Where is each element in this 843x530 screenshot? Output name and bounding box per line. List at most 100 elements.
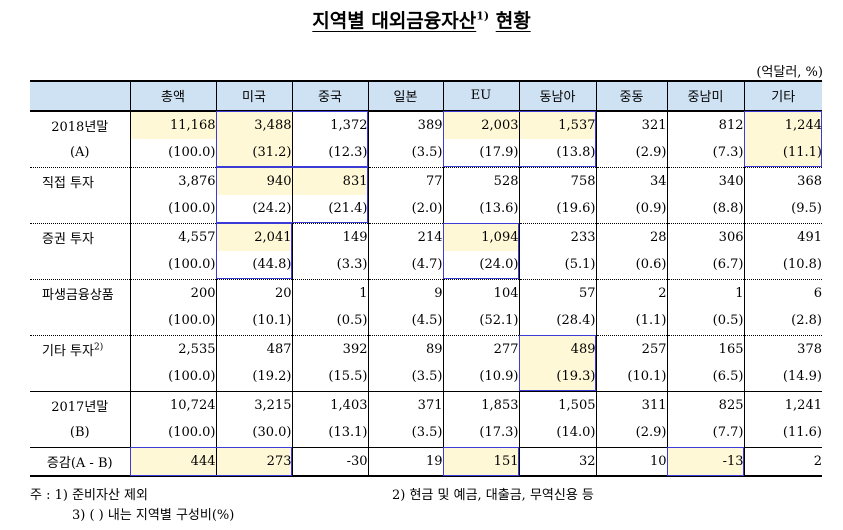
table-cell: -30 — [291, 446, 368, 477]
row-label-text: 파생금융상품 — [42, 287, 114, 303]
row-label-text: 직접 투자 — [42, 175, 94, 191]
header-corner — [30, 80, 130, 112]
table-cell: 1,505 — [518, 390, 596, 419]
footnote-3: 3) ( ) 내는 지역별 구성비(%) — [72, 508, 235, 523]
table-cell: (14.9) — [743, 363, 822, 391]
table-cell: 20 — [215, 278, 292, 307]
table-cell: 257 — [595, 334, 667, 363]
table-title: 지역별 대외금융자산1) 현황 — [0, 6, 843, 33]
table-cell: 34 — [595, 166, 667, 195]
table-cell: 758 — [518, 166, 596, 195]
table-cell: 273 — [215, 446, 292, 477]
column-header: EU — [442, 80, 519, 112]
table-cell: 3,488 — [215, 110, 292, 139]
table-cell: (3.5) — [367, 363, 443, 391]
table-cell: (0.9) — [595, 195, 667, 223]
table-row: (100.0) (24.2) (21.4) (2.0) (13.6) (19.6) (0.9… — [30, 195, 822, 223]
table-row: 직접 투자 3,876 940 831 77 528 758 34 340 368 — [30, 166, 822, 195]
table-cell: 11,168 — [129, 110, 216, 139]
table-cell: (2.0) — [367, 195, 443, 223]
table-cell: (10.8) — [743, 251, 822, 279]
table-cell: (2.9) — [595, 139, 667, 167]
column-header: 중남미 — [666, 80, 744, 112]
table-cell: (24.0) — [442, 251, 519, 279]
table-cell: (31.2) — [215, 139, 292, 167]
table-cell: 825 — [666, 390, 744, 419]
table-cell: 200 — [129, 278, 216, 307]
table-cell: (3.5) — [367, 139, 443, 167]
column-header: 미국 — [215, 80, 292, 112]
table-row: (100.0) (10.1) (0.5) (4.5) (52.1) (28.4) (1.1)… — [30, 307, 822, 335]
table-cell: (11.1) — [743, 139, 822, 167]
table-cell: (100.0) — [129, 139, 216, 167]
table-cell: 306 — [666, 222, 744, 251]
row-label — [30, 195, 130, 223]
table-cell: (24.2) — [215, 195, 292, 223]
table-cell: 9 — [367, 278, 443, 307]
table-cell: 89 — [367, 334, 443, 363]
table-cell: 1,403 — [291, 390, 368, 419]
row-label — [30, 251, 130, 279]
table-cell: 277 — [442, 334, 519, 363]
table-cell: 1 — [291, 278, 368, 307]
table-cell: 32 — [518, 446, 596, 477]
column-header: 동남아 — [518, 80, 596, 112]
table-cell: 831 — [291, 166, 368, 195]
table-cell: (4.5) — [367, 307, 443, 335]
table-cell: (13.8) — [518, 139, 596, 167]
table-cell: (0.6) — [595, 251, 667, 279]
table-cell: 368 — [743, 166, 822, 195]
row-label-text: (B) — [69, 425, 90, 441]
table-row: 2017년말 10,724 3,215 1,403 371 1,853 1,505 311 82… — [30, 390, 822, 419]
table-cell: 10,724 — [129, 390, 216, 419]
table-cell: (6.7) — [666, 251, 744, 279]
row-label-text: 2018년말 — [51, 119, 109, 135]
table-cell: (17.9) — [442, 139, 519, 167]
table-cell: (8.8) — [666, 195, 744, 223]
table-cell: 57 — [518, 278, 596, 307]
table-cell: 2,535 — [129, 334, 216, 363]
table-cell: 812 — [666, 110, 744, 139]
unit-label: (억달러, %) — [756, 65, 823, 80]
table-cell: 233 — [518, 222, 596, 251]
title-footnote-mark: 1) — [476, 9, 490, 23]
table-cell: (52.1) — [442, 307, 519, 335]
table-row: 파생금융상품 200 20 1 9 104 57 2 1 6 — [30, 278, 822, 307]
table-cell: (4.7) — [367, 251, 443, 279]
table-cell: (14.0) — [518, 419, 596, 447]
table-cell: (11.6) — [743, 419, 822, 447]
table-cell: (6.5) — [666, 363, 744, 391]
table-cell: (28.4) — [518, 307, 596, 335]
table-cell: (10.1) — [215, 307, 292, 335]
table-cell: (2.8) — [743, 307, 822, 335]
table-cell: -13 — [666, 446, 744, 477]
table-cell: 10 — [595, 446, 667, 477]
table-cell: (44.8) — [215, 251, 292, 279]
table-cell: (5.1) — [518, 251, 596, 279]
table-cell: 389 — [367, 110, 443, 139]
table-cell: 104 — [442, 278, 519, 307]
table-row: (A) (100.0) (31.2) (12.3) (3.5) (17.9) (13.8)(… — [30, 139, 822, 167]
row-label: 증권 투자 — [30, 222, 130, 251]
row-label: (A) — [30, 139, 130, 167]
table-cell: (100.0) — [129, 307, 216, 335]
table-cell: 444 — [129, 446, 216, 477]
table-cell: 3,215 — [215, 390, 292, 419]
table-row: (100.0) (19.2) (15.5) (3.5) (10.9) (19.3) (10.… — [30, 363, 822, 391]
table-cell: 2,041 — [215, 222, 292, 251]
row-label-text: 증감(A - B) — [46, 455, 113, 471]
table-cell: 321 — [595, 110, 667, 139]
table-body: 2018년말 11,168 3,488 1,372 389 2,003 1,537 321 81… — [30, 110, 822, 477]
table-cell: 340 — [666, 166, 744, 195]
table-cell: 1,244 — [743, 110, 822, 139]
table-row: 기타 투자2) 2,535 487 392 89 277 489 257 165 378 — [30, 334, 822, 363]
table-cell: (17.3) — [442, 419, 519, 447]
row-label — [30, 363, 130, 391]
table-row: (B) (100.0) (30.0) (13.1) (3.5) (17.3) (14.0)(… — [30, 419, 822, 447]
table-cell: (19.2) — [215, 363, 292, 391]
table-cell: (19.3) — [518, 363, 596, 391]
row-label: 파생금융상품 — [30, 278, 130, 307]
table-cell: 1,853 — [442, 390, 519, 419]
table-cell: 151 — [442, 446, 519, 477]
table-cell: 1,372 — [291, 110, 368, 139]
